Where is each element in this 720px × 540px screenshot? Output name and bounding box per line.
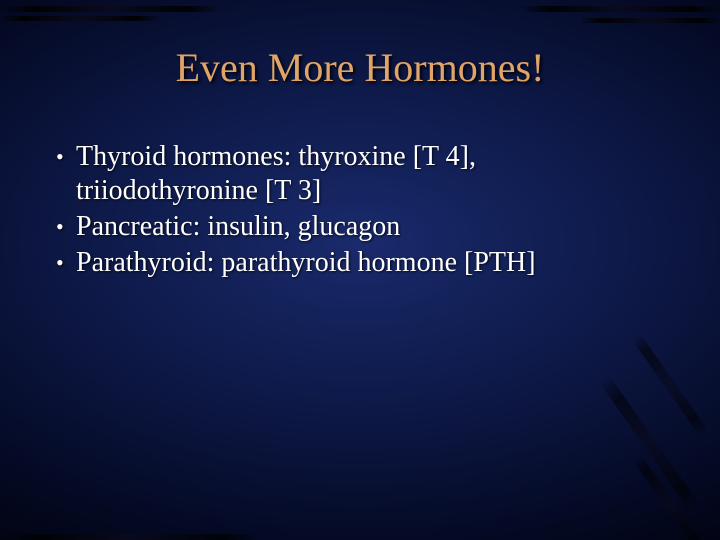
bullet-icon: • [54, 246, 76, 280]
list-item: • Thyroid hormones: thyroxine [T 4], tri… [54, 140, 660, 208]
decor-stroke [0, 6, 220, 12]
decor-stroke [0, 16, 160, 21]
bullet-text: Pancreatic: insulin, glucagon [76, 210, 660, 244]
slide-body: • Thyroid hormones: thyroxine [T 4], tri… [54, 140, 660, 283]
decor-stroke [580, 18, 720, 23]
bullet-icon: • [54, 210, 76, 244]
decor-stroke [0, 534, 260, 540]
list-item: • Pancreatic: insulin, glucagon [54, 210, 660, 244]
slide: Even More Hormones! • Thyroid hormones: … [0, 0, 720, 540]
slide-title: Even More Hormones! [0, 44, 720, 91]
bullet-text: Thyroid hormones: thyroxine [T 4], triio… [76, 140, 660, 208]
decor-stroke [520, 6, 720, 12]
decor-stroke [631, 333, 708, 437]
bullet-text: Parathyroid: parathyroid hormone [PTH] [76, 246, 660, 280]
list-item: • Parathyroid: parathyroid hormone [PTH] [54, 246, 660, 280]
decor-stroke [599, 375, 701, 513]
bullet-icon: • [54, 140, 76, 174]
